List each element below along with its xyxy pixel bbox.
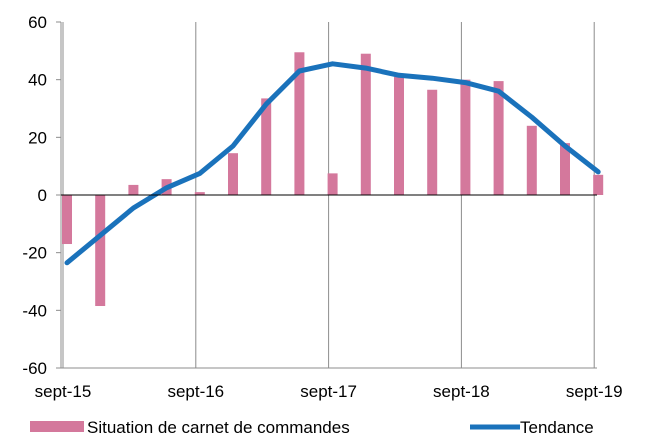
y-tick-label: 0 (38, 186, 47, 205)
bar (526, 125, 537, 195)
bar (593, 174, 604, 195)
bar (560, 143, 570, 195)
x-tick-label: sept-17 (300, 382, 357, 401)
bar (493, 81, 504, 195)
legend-bar-label: Situation de carnet de commandes (87, 418, 350, 437)
bar (360, 53, 371, 195)
bar (228, 153, 238, 195)
y-tick-label: -40 (22, 301, 47, 320)
y-tick-label: 40 (28, 71, 47, 90)
x-tick-label: sept-19 (566, 382, 623, 401)
y-tick-label: 20 (28, 128, 47, 147)
bar (460, 79, 471, 195)
bar (294, 52, 305, 196)
x-tick-label: sept-18 (433, 382, 490, 401)
bar (327, 173, 338, 195)
y-tick-label: 60 (28, 13, 47, 32)
y-tick-label: -60 (22, 359, 47, 378)
bar (427, 89, 438, 195)
y-axis-labels: 60 40 20 0 -20 -40 -60 (22, 13, 47, 378)
x-tick-label: sept-15 (35, 382, 92, 401)
bar (261, 98, 272, 195)
bar (194, 192, 205, 195)
x-axis-labels: sept-15 sept-16 sept-17 sept-18 sept-19 (35, 382, 623, 401)
legend-line-label: Tendance (520, 418, 594, 437)
bar (62, 195, 72, 245)
bar (95, 195, 106, 307)
trend-line (64, 61, 601, 266)
bar (128, 184, 139, 195)
x-tick-label: sept-16 (167, 382, 224, 401)
line-series (64, 61, 601, 266)
legend: Situation de carnet de commandes Tendanc… (30, 418, 594, 437)
y-tick-label: -20 (22, 244, 47, 263)
legend-bar-swatch (30, 421, 84, 432)
bar-series (62, 52, 604, 307)
bar (394, 76, 404, 195)
axes (56, 21, 597, 369)
